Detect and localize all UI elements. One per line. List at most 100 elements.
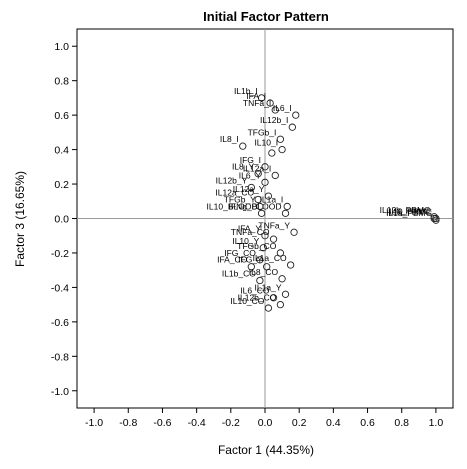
data-point [261,178,269,186]
point-label: TFGb_Y [224,194,256,204]
point-label: IL10_CO [230,296,264,306]
data-point [271,106,279,114]
data-point [256,202,264,211]
data-point [292,111,300,119]
data-point [256,256,264,264]
point-label: IL10_PBMC [386,207,432,217]
y-axis-label: Factor 3 (16.65%) [13,171,27,267]
x-tick-label: -1.0 [85,417,103,429]
data-point [266,99,274,107]
point-label: IL12b_Y [216,175,248,185]
data-point [257,209,266,217]
point-label: IL8_I [220,134,239,144]
point-label: TFGb_CO [237,241,277,251]
y-tick-label: -0.2 [51,248,69,260]
point-label: IL12b_CO [238,293,277,303]
y-tick-label: 0.0 [54,214,69,226]
point-label: IFNg_BLOOD [229,201,282,211]
point-label: IL10_I [254,138,278,148]
data-point [259,244,267,252]
data-point [432,214,440,223]
x-axis-label: Factor 1 (44.35%) [218,443,314,457]
data-point [261,232,269,240]
point-label: IFA_I [246,91,266,101]
data-point [257,94,266,102]
x-tick-label: -0.4 [188,417,206,429]
point-label: IL12a_Y [233,184,265,194]
data-point [283,202,291,211]
point-label: IL6_Y [239,170,262,180]
data-point [261,163,269,171]
y-tick-label: 0.2 [54,179,69,191]
point-label: IL12a_CO [215,188,254,198]
point-label: IFG_Y [238,255,263,265]
point-label: TNFa_Y [258,220,290,230]
y-axis-ticks: 1.0 0.8 0.6 0.4 0.2 0.0 -0.2 -0.4 -0.6 -0.8 -1.0 [51,41,77,398]
data-point [247,263,255,271]
data-point [254,170,262,178]
data-point [281,209,290,217]
x-tick-label: 0.6 [360,417,375,429]
point-label: IL12b_PBMC [380,205,431,215]
point-label: IL1b_CO [222,269,256,279]
data-point [269,294,278,302]
y-tick-label: -0.4 [51,282,69,294]
point-label: TNFa_CO [231,227,270,237]
y-tick-label: 1.0 [54,41,69,53]
reference-lines [77,29,453,408]
y-tick-label: 0.8 [54,76,69,88]
data-point [271,171,279,180]
point-label: IL1a_Y [255,282,282,292]
data-point [269,235,278,243]
data-point [268,149,276,157]
point-label: IFA_CO [217,255,248,265]
data-point [278,145,286,154]
point-label: TNFa_I [243,98,271,108]
data-point [288,123,296,131]
data-point [264,304,273,312]
data-point [256,276,264,285]
data-point [276,300,285,309]
x-tick-label: 0.0 [258,417,273,429]
x-axis-ticks: -1.0 -0.8 -0.6 -0.4 -0.2 0.0 0.2 0.4 0.6 0.8 1.0 [85,408,443,429]
point-label: IL1a_I [260,194,284,204]
data-point [281,290,290,298]
x-tick-label: 0.2 [292,417,307,429]
point-label: IL6_I [273,103,292,113]
x-tick-label: -0.2 [222,417,240,429]
data-point [263,263,271,271]
data-point [276,135,285,143]
data-point [278,275,286,283]
point-label: IFG_I [240,155,261,165]
y-tick-label: -0.8 [51,351,69,363]
data-point [276,249,285,257]
point-label: IL10_BLOOD [207,201,258,211]
point-label: IL1b_I [234,86,258,96]
y-tick-label: -0.6 [51,317,69,329]
y-tick-label: 0.4 [54,145,69,157]
point-label: IFG_CO [224,248,256,258]
x-tick-label: 1.0 [429,417,444,429]
y-tick-label: 0.6 [54,110,69,122]
point-label: IL6_PBMC [389,207,430,217]
x-tick-label: -0.6 [153,417,171,429]
point-label: IL1a_PBMC [386,208,432,218]
y-tick-label: -1.0 [51,386,69,398]
point-label: IL1a_CO [253,253,287,263]
point-label: IL8_Y [232,162,255,172]
data-point [290,228,298,236]
point-label: IL12b_I [260,115,288,125]
point-label: IFA_Y [238,224,261,234]
data-point [264,192,273,200]
point-label: IL12a_I [243,163,271,173]
point-label: IL10_Y [232,236,259,246]
data-point [247,183,255,192]
x-tick-label: 0.8 [394,417,409,429]
x-tick-label: 0.4 [326,417,341,429]
point-label: IL6_CO [240,286,270,296]
point-label: IL8_CO [249,267,279,277]
data-point [254,195,262,204]
